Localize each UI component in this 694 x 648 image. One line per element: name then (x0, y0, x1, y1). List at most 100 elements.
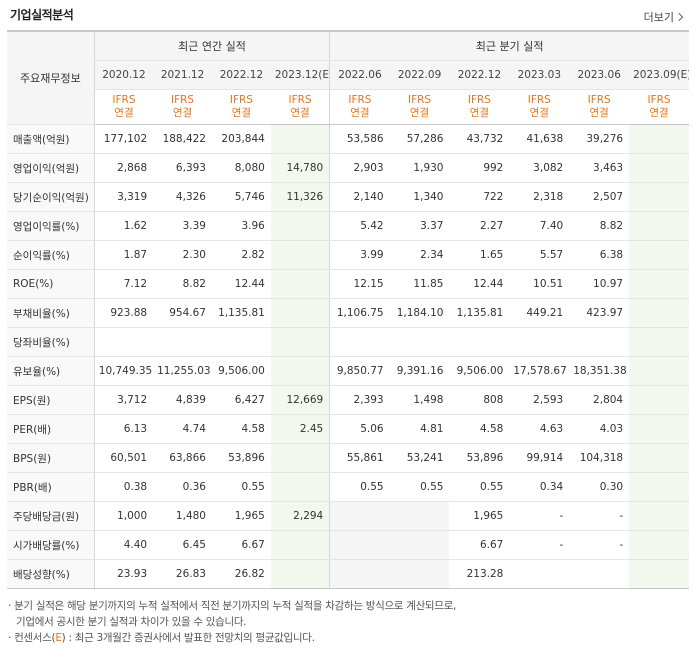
cell-quarter: 1,106.75 (329, 298, 390, 328)
row-label: 영업이익(억원) (7, 153, 95, 183)
cell-quarter: 0.55 (329, 472, 390, 502)
cell-annual (270, 443, 330, 473)
cell-quarter (629, 211, 689, 241)
cell-annual: 2.30 (153, 240, 212, 270)
cell-annual: 1,965 (211, 501, 271, 531)
period-header: 2020.12 (93, 60, 154, 90)
cell-annual: 63,866 (153, 443, 212, 473)
cell-annual: 3,712 (93, 385, 154, 415)
table-row: 유보율(%) 10,749.35 11,255.03 9,506.00 9,850.77… (7, 356, 689, 386)
basis-header: IFRS 연결 (569, 89, 630, 125)
cell-quarter (629, 472, 689, 502)
row-label: 유보율(%) (7, 356, 95, 386)
cell-quarter: - (569, 530, 630, 560)
period-header: 2022.12 (449, 60, 510, 90)
period-header: 2023.03 (509, 60, 570, 90)
cell-quarter: 57,286 (389, 124, 450, 154)
cell-quarter: - (509, 530, 570, 560)
cell-quarter: 2,593 (509, 385, 570, 415)
cell-quarter: 1,340 (389, 182, 450, 212)
cell-annual: 6,427 (211, 385, 271, 415)
cell-quarter: 992 (449, 153, 510, 183)
cell-annual: 177,102 (93, 124, 154, 154)
cell-annual: 11,255.03 (153, 356, 212, 386)
cell-annual: 3,319 (93, 182, 154, 212)
section-title: 기업실적분석 (10, 8, 74, 22)
cell-quarter (629, 124, 689, 154)
quarter-group-header: 최근 분기 실적 (329, 30, 689, 61)
cell-quarter: 6.67 (449, 530, 510, 560)
row-label: 당기순이익(억원) (7, 182, 95, 212)
cell-annual: 923.88 (93, 298, 154, 328)
cell-quarter (629, 385, 689, 415)
cell-quarter (389, 530, 450, 560)
table-row: 영업이익(억원) 2,868 6,393 8,080 14,780 2,903 1,930 9… (7, 153, 689, 183)
row-label: 배당성향(%) (7, 559, 95, 589)
cell-annual: 4.40 (93, 530, 154, 560)
cell-quarter (629, 240, 689, 270)
footnote-1-cont: 기업에서 공시한 분기 실적과 차이가 있을 수 있습니다. (16, 616, 247, 628)
cell-annual: 9,506.00 (211, 356, 271, 386)
cell-annual: 1.87 (93, 240, 154, 270)
cell-annual: 0.36 (153, 472, 212, 502)
row-label: 주당배당금(원) (7, 501, 95, 531)
cell-annual: 1,135.81 (211, 298, 271, 328)
cell-annual: 188,422 (153, 124, 212, 154)
basis-header: IFRS 연결 (509, 89, 570, 125)
table-row: 시가배당률(%) 4.40 6.45 6.67 6.67- - (7, 530, 689, 560)
footnote-2: · 컨센서스(E) : 최근 3개월간 증권사에서 발표한 전망치의 평균값입니… (8, 632, 315, 644)
cell-annual: 2,294 (270, 501, 330, 531)
cell-quarter: 0.55 (449, 472, 510, 502)
basis-header: IFRS 연결 (153, 89, 212, 125)
cell-quarter: 53,586 (329, 124, 390, 154)
basis-header: IFRS 연결 (211, 89, 271, 125)
row-label: 부채비율(%) (7, 298, 95, 328)
basis-header-row: IFRS 연결 IFRS 연결 IFRS 연결 IFRS 연결 IFRS 연결 IFRS 연결 IFRS… (7, 89, 689, 125)
cell-quarter: 423.97 (569, 298, 630, 328)
cell-annual: 1,480 (153, 501, 212, 531)
cell-annual (270, 269, 330, 299)
cell-quarter: 9,391.16 (389, 356, 450, 386)
cell-quarter (569, 559, 630, 589)
cell-annual: 6.67 (211, 530, 271, 560)
cell-quarter: 12.44 (449, 269, 510, 299)
row-label: 순이익률(%) (7, 240, 95, 270)
cell-annual: 12,669 (270, 385, 330, 415)
cell-annual (153, 327, 212, 357)
cell-annual: 14,780 (270, 153, 330, 183)
cell-quarter: 1,930 (389, 153, 450, 183)
cell-annual: 5,746 (211, 182, 271, 212)
cell-annual (270, 327, 330, 357)
cell-annual (270, 559, 330, 589)
cell-quarter: 4.58 (449, 414, 510, 444)
cell-quarter: 3,463 (569, 153, 630, 183)
basis-header: IFRS 연결 (449, 89, 510, 125)
cell-quarter: 722 (449, 182, 510, 212)
row-label: 당좌비율(%) (7, 327, 95, 357)
cell-quarter (449, 327, 510, 357)
cell-quarter (629, 501, 689, 531)
cell-quarter: 2,140 (329, 182, 390, 212)
cell-quarter (389, 559, 450, 589)
footnote-1: · 분기 실적은 해당 분기까지의 누적 실적에서 직전 분기까지의 누적 실적… (8, 600, 457, 612)
cell-quarter: 12.15 (329, 269, 390, 299)
cell-quarter: 449.21 (509, 298, 570, 328)
row-label: 영업이익률(%) (7, 211, 95, 241)
cell-quarter (329, 530, 390, 560)
cell-annual (270, 298, 330, 328)
cell-annual: 23.93 (93, 559, 154, 589)
cell-quarter: 3.99 (329, 240, 390, 270)
cell-quarter: 213.28 (449, 559, 510, 589)
cell-quarter: 0.30 (569, 472, 630, 502)
table-row: 주당배당금(원) 1,000 1,480 1,965 2,294 1,965- - (7, 501, 689, 531)
more-link[interactable]: 더보기 (644, 9, 684, 25)
period-header: 2023.12(E) (270, 60, 330, 90)
cell-quarter: 10.97 (569, 269, 630, 299)
cell-annual: 203,844 (211, 124, 271, 154)
cell-quarter: 4.63 (509, 414, 570, 444)
cell-annual (270, 356, 330, 386)
cell-annual (270, 530, 330, 560)
cell-annual: 3.39 (153, 211, 212, 241)
cell-annual: 10,749.35 (93, 356, 154, 386)
cell-quarter: 4.81 (389, 414, 450, 444)
